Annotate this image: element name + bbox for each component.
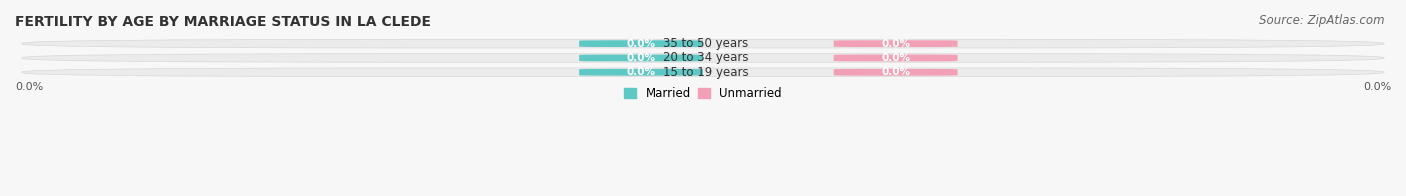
- Text: 35 to 50 years: 35 to 50 years: [664, 37, 749, 50]
- FancyBboxPatch shape: [834, 54, 957, 61]
- Text: 0.0%: 0.0%: [15, 82, 44, 92]
- Bar: [15, 39, 1391, 48]
- FancyBboxPatch shape: [22, 68, 1384, 77]
- Text: 0.0%: 0.0%: [627, 67, 655, 77]
- Text: 15 to 19 years: 15 to 19 years: [664, 66, 749, 79]
- Text: 0.0%: 0.0%: [627, 39, 655, 49]
- Text: 0.0%: 0.0%: [1362, 82, 1391, 92]
- Bar: [15, 54, 1391, 62]
- FancyBboxPatch shape: [579, 54, 703, 61]
- Text: 0.0%: 0.0%: [627, 53, 655, 63]
- FancyBboxPatch shape: [579, 40, 703, 47]
- FancyBboxPatch shape: [579, 69, 703, 76]
- Text: 0.0%: 0.0%: [882, 67, 910, 77]
- Text: 0.0%: 0.0%: [882, 53, 910, 63]
- Bar: [15, 68, 1391, 77]
- FancyBboxPatch shape: [22, 54, 1384, 62]
- FancyBboxPatch shape: [834, 40, 957, 47]
- Text: 0.0%: 0.0%: [882, 39, 910, 49]
- Text: FERTILITY BY AGE BY MARRIAGE STATUS IN LA CLEDE: FERTILITY BY AGE BY MARRIAGE STATUS IN L…: [15, 15, 432, 29]
- FancyBboxPatch shape: [834, 69, 957, 76]
- FancyBboxPatch shape: [22, 39, 1384, 48]
- Text: 20 to 34 years: 20 to 34 years: [664, 52, 749, 64]
- Text: Source: ZipAtlas.com: Source: ZipAtlas.com: [1260, 14, 1385, 27]
- Legend: Married, Unmarried: Married, Unmarried: [620, 83, 786, 105]
